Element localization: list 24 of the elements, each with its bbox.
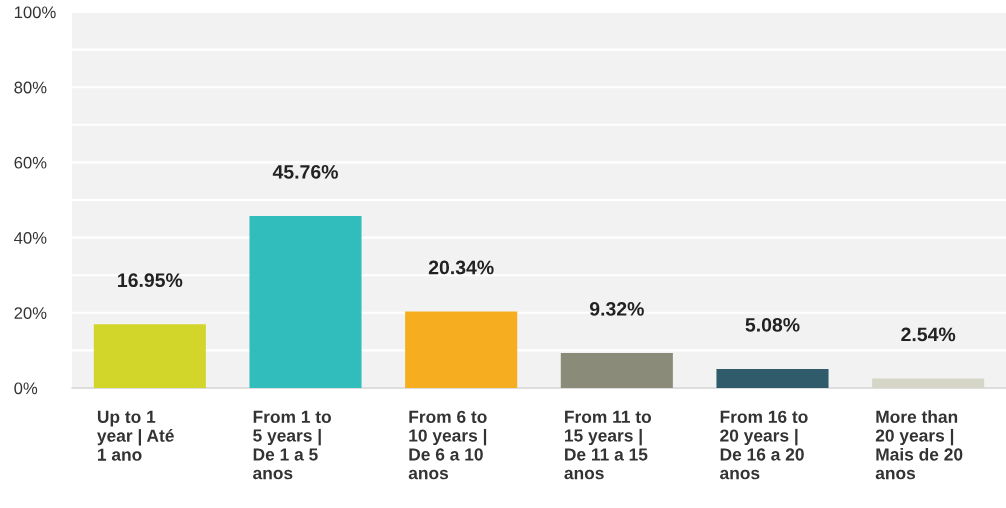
bar	[405, 311, 518, 388]
x-tick-label: More than 20 years | Mais de 20 anos	[875, 410, 963, 480]
bar	[716, 368, 829, 388]
data-label: 20.34%	[428, 260, 494, 275]
y-tick-label: 0%	[14, 382, 38, 395]
y-tick-label: 80%	[14, 81, 47, 94]
bar	[93, 324, 206, 388]
data-label: 2.54%	[901, 327, 956, 342]
y-tick-label: 40%	[14, 232, 47, 244]
x-tick-label: From 16 to 20 years | De 16 a 20 anos	[720, 410, 808, 480]
bar	[249, 215, 362, 388]
bar	[872, 378, 985, 388]
x-tick-label: Up to 1 year | Até 1 ano	[97, 410, 174, 461]
x-tick-label: From 11 to 15 years | De 11 a 15 anos	[564, 410, 652, 480]
y-tick-label: 100%	[14, 6, 56, 19]
bar	[560, 352, 673, 388]
y-tick-label: 60%	[14, 156, 47, 169]
y-tick-label: 20%	[14, 307, 47, 319]
x-tick-label: From 6 to 10 years | De 6 a 10 anos	[408, 410, 487, 480]
data-label: 5.08%	[745, 317, 800, 332]
data-label: 9.32%	[589, 302, 644, 316]
x-tick-label: From 1 to 5 years | De 1 a 5 anos	[253, 410, 331, 480]
data-label: 45.76%	[272, 165, 338, 179]
data-label: 16.95%	[118, 273, 183, 288]
